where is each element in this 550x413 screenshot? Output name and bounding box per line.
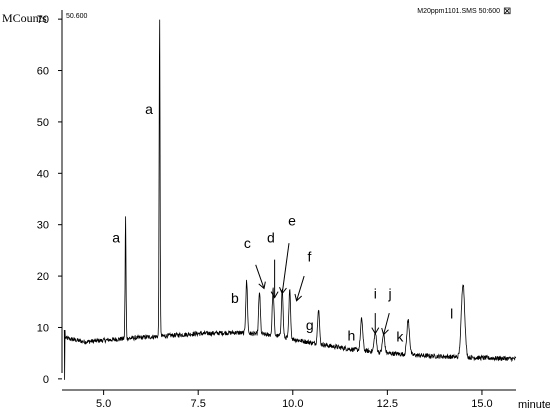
y-tick-label: 20 (37, 271, 49, 283)
peak-label: f (307, 249, 311, 265)
x-tick-label: 5.0 (96, 398, 111, 410)
annotation-arrow-head (279, 286, 287, 295)
peak-label: d (267, 230, 275, 246)
peak-label: e (288, 213, 296, 229)
header-left-text: 50.600 (66, 13, 88, 20)
peak-label: h (348, 327, 356, 343)
annotation-arrow-shaft (255, 264, 265, 289)
y-tick-label: 30 (37, 220, 49, 232)
y-tick-label: 0 (43, 374, 49, 386)
chromatogram-trace (63, 19, 517, 380)
header-right-text: M20ppm1101.SMS 50:600 (417, 8, 500, 15)
peak-label: b (231, 290, 239, 306)
header-box-icon[interactable]: ⊠ (503, 6, 511, 17)
y-tick-label: 50 (37, 117, 49, 129)
x-tick-label: 7.5 (191, 398, 206, 410)
x-tick-label: 15.0 (471, 398, 492, 410)
annotation-arrows (255, 243, 390, 336)
y-axis-unit: MCounts (2, 11, 47, 25)
peak-label: a (112, 230, 120, 246)
annotation-arrow-head (381, 327, 389, 336)
annotation-arrow-shaft (383, 312, 390, 335)
peak-label: c (244, 235, 251, 251)
y-tick-label: 60 (37, 66, 49, 78)
annotation-arrow-head (258, 281, 266, 290)
peak-label: j (387, 286, 391, 302)
y-tick-label: 70 (37, 14, 49, 26)
annotation-arrow-head (371, 327, 380, 335)
x-axis-unit: minutes (518, 399, 550, 411)
annotation-arrow-head (294, 293, 303, 302)
peak-label: l (450, 306, 453, 322)
annotation-arrow-head (270, 291, 279, 299)
peak-label: g (306, 317, 314, 333)
y-axis-ticks: 0 10 20 30 40 50 60 70 (37, 14, 62, 386)
peak-annotations: a a b c de f g h i j k l (112, 101, 453, 344)
x-tick-label: 10.0 (282, 398, 303, 410)
annotation-arrow-shaft (296, 275, 305, 301)
annotation-arrow-shaft (281, 243, 290, 294)
peak-label: i (374, 286, 377, 302)
y-tick-label: 10 (37, 322, 49, 334)
peak-label: k (396, 328, 404, 344)
y-tick-label: 40 (37, 168, 49, 180)
x-axis-ticks: 5.0 7.5 10.0 12.5 15.0 (96, 390, 493, 410)
peak-label: a (145, 101, 153, 117)
x-tick-label: 12.5 (377, 398, 398, 410)
